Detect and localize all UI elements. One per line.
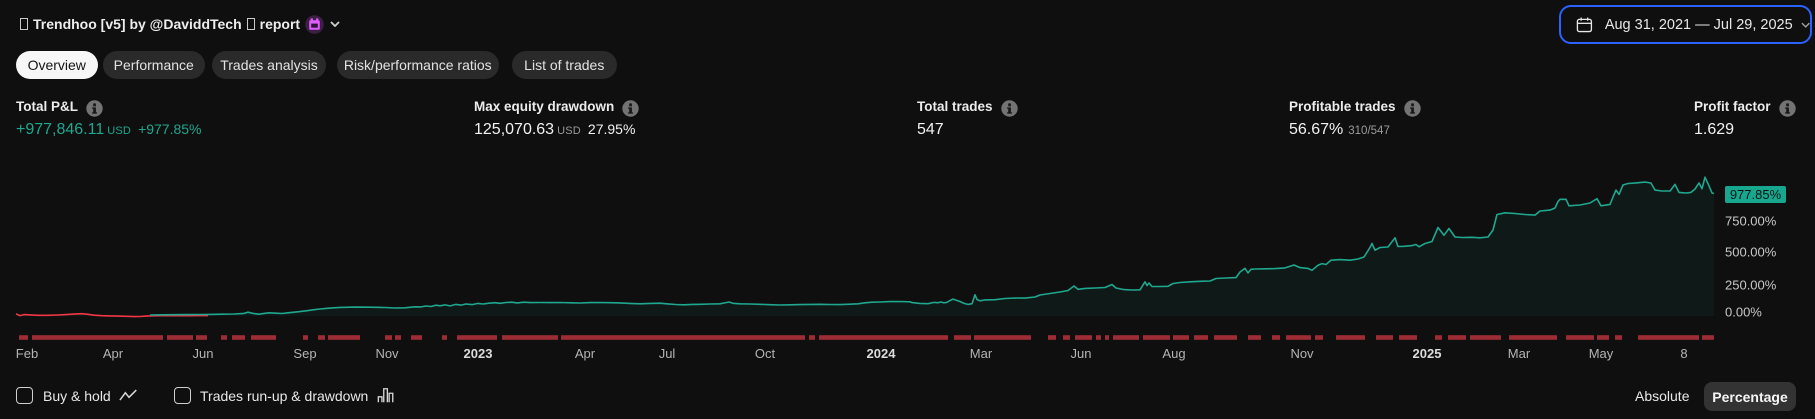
svg-text:Sep: Sep xyxy=(293,346,316,361)
svg-text:Aug: Aug xyxy=(1162,346,1185,361)
svg-text:Apr: Apr xyxy=(575,346,596,361)
svg-text:Jun: Jun xyxy=(193,346,214,361)
svg-text:Nov: Nov xyxy=(1290,346,1314,361)
svg-text:Feb: Feb xyxy=(16,346,38,361)
svg-text:500.00%: 500.00% xyxy=(1725,245,1777,260)
svg-text:2025: 2025 xyxy=(1413,346,1442,361)
svg-text:2023: 2023 xyxy=(464,346,493,361)
svg-text:250.00%: 250.00% xyxy=(1725,278,1777,293)
svg-text:Nov: Nov xyxy=(375,346,399,361)
svg-text:8: 8 xyxy=(1680,346,1687,361)
svg-text:Mar: Mar xyxy=(1508,346,1531,361)
svg-text:750.00%: 750.00% xyxy=(1725,214,1777,229)
svg-text:May: May xyxy=(1589,346,1614,361)
svg-text:Jun: Jun xyxy=(1071,346,1092,361)
svg-text:977.85%: 977.85% xyxy=(1730,187,1782,202)
svg-text:Jul: Jul xyxy=(659,346,676,361)
svg-text:2024: 2024 xyxy=(867,346,897,361)
svg-text:Mar: Mar xyxy=(970,346,993,361)
svg-text:Oct: Oct xyxy=(755,346,776,361)
svg-text:Apr: Apr xyxy=(103,346,124,361)
svg-text:0.00%: 0.00% xyxy=(1725,305,1762,320)
